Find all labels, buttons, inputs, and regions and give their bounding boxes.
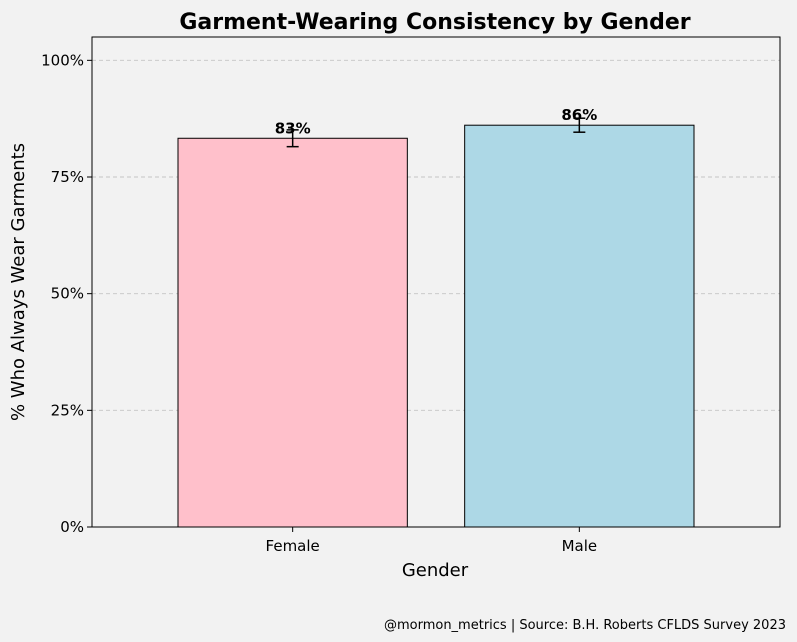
x-axis: Female Male (266, 527, 598, 555)
y-tick-label: 0% (60, 518, 84, 536)
data-label-female: 83% (275, 119, 311, 137)
data-label-male: 86% (561, 106, 597, 124)
data-labels: 83% 86% (275, 106, 598, 137)
error-bars (286, 117, 586, 148)
bars (177, 124, 695, 528)
y-tick-label: 100% (41, 51, 84, 69)
chart-title: Garment-Wearing Consistency by Gender (179, 10, 690, 35)
x-tick-label: Male (562, 537, 598, 555)
y-tick-label: 75% (51, 168, 84, 186)
bar-female (177, 137, 408, 528)
plot-frame (91, 36, 781, 528)
x-axis-label: Gender (402, 560, 469, 581)
y-axis-label: % Who Always Wear Garments (8, 143, 29, 421)
error-bar-female (286, 129, 299, 148)
y-tick-label: 25% (51, 401, 84, 419)
source-footer: @mormon_metrics | Source: B.H. Roberts C… (384, 618, 786, 633)
y-tick-label: 50% (51, 285, 84, 303)
bar-male (464, 124, 695, 528)
x-tick-label: Female (266, 537, 320, 555)
error-bar-male (573, 117, 586, 133)
y-axis: 0% 25% 50% 75% 100% (41, 51, 92, 536)
